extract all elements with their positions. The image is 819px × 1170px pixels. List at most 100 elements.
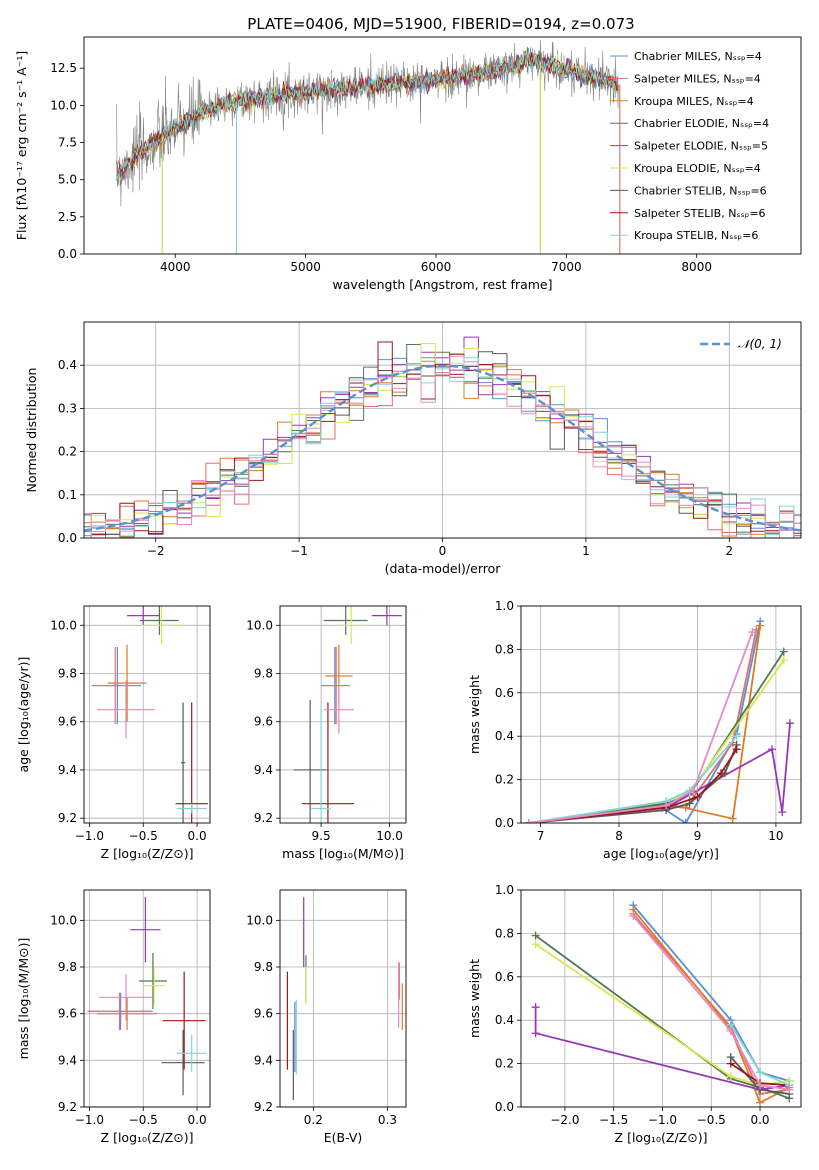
legend-label: Kroupa ELODIE, Nₛₛₚ=4 — [634, 162, 761, 175]
plot-frame — [83, 321, 802, 539]
weight-marker — [732, 745, 741, 754]
y-tick-label: 2.5 — [58, 210, 77, 224]
residual-histogram-pink — [84, 355, 801, 538]
y-tick-label: 12.5 — [50, 61, 77, 75]
weight-marker — [717, 769, 725, 778]
errorbar-point-chabrier-elodie — [140, 606, 179, 635]
y-tick-label: 1.0 — [495, 599, 514, 613]
weight-marker — [726, 1059, 735, 1068]
y-tick-label: 9.4 — [254, 763, 273, 777]
x-tick-label: 5000 — [290, 260, 321, 274]
x-tick-label: 0 — [439, 544, 447, 558]
y-tick-label: 9.8 — [254, 960, 273, 974]
x-tick-label: 1 — [582, 544, 590, 558]
residual-histogram-salpeter-miles — [84, 365, 801, 538]
errorbar-point-kroupa-elodie — [334, 606, 368, 645]
legend-label: Salpeter ELODIE, Nₛₛₚ=5 — [634, 140, 768, 153]
y-tick-label: 10.0 — [50, 618, 77, 632]
y-tick-label: 9.2 — [58, 1100, 77, 1114]
x-tick-label: −1.0 — [75, 829, 104, 843]
mass_vs_Z-axes: −1.0 −0.5 0.0 9.2 9.4 9.6 9.8 10.0 Z [log₁₀(Z/Z⊙… — [16, 890, 210, 1145]
weight-marker — [524, 819, 533, 823]
y-tick-label: 9.6 — [254, 715, 273, 729]
y-axis-label: mass [log₁₀(M/M⊙)] — [16, 938, 31, 1060]
x-tick-label: 8000 — [681, 260, 712, 274]
legend-label: Chabrier MILES, Nₛₛₚ=4 — [634, 50, 762, 63]
figure-title: PLATE=0406, MJD=51900, FIBERID=0194, z=0… — [247, 15, 634, 33]
weight-line — [632, 908, 790, 1104]
weight-marker — [681, 819, 690, 823]
x-tick-label: −0.5 — [129, 829, 158, 843]
x-tick-label: 4000 — [160, 260, 191, 274]
x-tick-label: 10.0 — [376, 829, 403, 843]
x-tick-label: 9.5 — [312, 829, 331, 843]
errorbar-point-salpeter-elodie — [371, 606, 402, 626]
x-axis-label: wavelength [Angstrom, rest frame] — [332, 277, 552, 292]
y-tick-label: 9.4 — [58, 763, 77, 777]
y-tick-label: 9.8 — [58, 960, 77, 974]
errorbar-point-salpeter-miles — [322, 646, 350, 725]
y-tick-label: 9.6 — [58, 715, 77, 729]
weight-marker — [629, 912, 638, 921]
weight-marker — [726, 1027, 735, 1036]
weight-series-pink — [629, 912, 794, 1094]
plot-frame — [83, 36, 802, 255]
weight-marker — [728, 814, 737, 823]
legend-label: Salpeter MILES, Nₛₛₚ=4 — [634, 72, 761, 85]
x-tick-label: 0.2 — [304, 1113, 323, 1127]
residual-histogram-chabrier-elodie — [84, 344, 801, 538]
x-tick-label: −0.5 — [697, 1113, 726, 1127]
y-tick-label: 0.4 — [495, 729, 514, 743]
y-tick-label: 0.2 — [495, 1057, 514, 1071]
errorbar-point-salpeter-elodie — [130, 897, 161, 963]
x-tick-label: −2.0 — [550, 1113, 579, 1127]
weight-marker — [748, 628, 757, 637]
x-tick-label: 6000 — [421, 260, 452, 274]
y-tick-label: 0.6 — [495, 970, 514, 984]
x-tick-label: 0.0 — [188, 1113, 207, 1127]
weight-marker — [756, 1098, 765, 1107]
weight-line — [535, 934, 790, 1100]
legend-label: Kroupa MILES, Nₛₛₚ=4 — [634, 95, 754, 108]
weight-series-kroupa-miles — [524, 621, 765, 823]
y-tick-label: 0.2 — [58, 445, 77, 459]
plot-frame — [279, 889, 407, 1108]
x-tick-label: 7 — [537, 829, 545, 843]
y-tick-label: 9.8 — [58, 667, 77, 681]
age_vs_mass-axes: 9.5 10.0 9.2 9.4 9.6 9.8 10.0 mass [log₁₀(M/M⊙)… — [246, 606, 406, 861]
massweight_vs_Z-axes: −2.0 −1.5 −1.0 −0.5 0.0 0.0 0.2 0.4 0.6 0.8 1.0 Z [… — [467, 883, 801, 1145]
x-axis-label: age [log₁₀(age/yr)] — [603, 846, 719, 861]
y-tick-label: 9.8 — [254, 667, 273, 681]
y-tick-label: 0.4 — [58, 358, 77, 372]
weight-marker — [779, 647, 788, 656]
y-tick-label: 9.4 — [58, 1053, 77, 1067]
weight-line — [528, 621, 762, 823]
errorbar-point-salpeter-stelib — [162, 971, 206, 1070]
errorbar-point-salpeter-miles — [91, 646, 139, 725]
model-spectrum-kroupa-stelib — [116, 51, 619, 180]
x-tick-label: 0.0 — [188, 829, 207, 843]
y-tick-label: 0.8 — [495, 642, 514, 656]
x-tick-label: 7000 — [551, 260, 582, 274]
weight-marker — [756, 1068, 765, 1077]
weight-marker — [767, 745, 776, 754]
x-tick-label: 8 — [615, 829, 623, 843]
weight-line — [528, 629, 758, 823]
errorbar-point-chabrier-stelib — [180, 702, 186, 823]
plot-frame — [279, 605, 407, 824]
residuals-axes: −2 −1 0 1 2 0.0 0.1 0.2 0.3 0.4 (data-model)/error… — [24, 322, 801, 576]
weight-line — [528, 625, 762, 823]
massweight_vs_age-axes: 7 8 9 10 0.0 0.2 0.4 0.6 0.8 1.0 age [log₁₀(age/yr… — [467, 599, 801, 861]
weight-line — [528, 631, 754, 823]
x-tick-label: −2 — [147, 544, 165, 558]
x-axis-label: mass [log₁₀(M/M⊙)] — [282, 846, 404, 861]
y-tick-label: 0.0 — [495, 816, 514, 830]
errorbar-point-chabrier-elodie — [323, 606, 368, 635]
weight-marker — [689, 786, 698, 795]
x-axis-label: E(B-V) — [324, 1130, 363, 1145]
x-axis-label: Z [log₁₀(Z/Z⊙)] — [615, 1130, 708, 1145]
y-tick-label: 0.0 — [58, 531, 77, 545]
weight-marker — [786, 719, 795, 728]
spectrum-axes: 4000 5000 6000 7000 8000 0.0 2.5 5.0 7.5 10.0 12.5… — [14, 51, 712, 292]
